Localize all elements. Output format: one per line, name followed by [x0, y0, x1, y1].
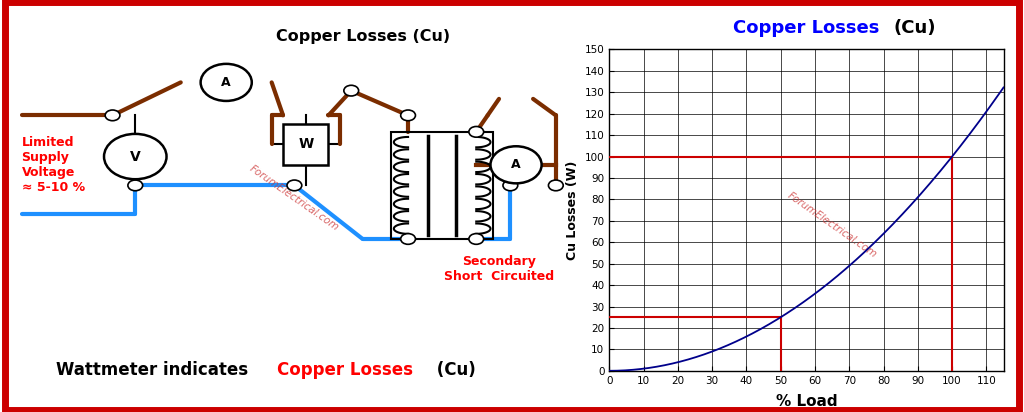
Text: V: V	[130, 150, 140, 164]
Text: Copper Losses: Copper Losses	[733, 19, 879, 37]
Text: W: W	[298, 137, 313, 151]
Circle shape	[469, 126, 483, 137]
Circle shape	[287, 180, 302, 191]
Circle shape	[503, 180, 518, 191]
Text: (Cu): (Cu)	[893, 19, 936, 37]
Circle shape	[344, 85, 358, 96]
Text: Copper Losses: Copper Losses	[278, 361, 414, 379]
Circle shape	[201, 64, 252, 101]
Circle shape	[549, 180, 563, 191]
Circle shape	[490, 146, 542, 183]
Circle shape	[105, 110, 120, 121]
Text: Secondary
Short  Circuited: Secondary Short Circuited	[444, 255, 554, 283]
Bar	[391, 132, 494, 239]
Text: ForumElectrical.com: ForumElectrical.com	[785, 190, 879, 260]
Circle shape	[400, 110, 416, 121]
Circle shape	[400, 234, 416, 244]
Bar	[283, 124, 329, 165]
Y-axis label: Cu Losses (W): Cu Losses (W)	[566, 160, 580, 260]
X-axis label: % Load: % Load	[775, 394, 838, 409]
Circle shape	[104, 134, 167, 179]
Text: Copper Losses (Cu): Copper Losses (Cu)	[275, 29, 450, 44]
Circle shape	[469, 234, 483, 244]
Text: Wattmeter indicates: Wattmeter indicates	[55, 361, 254, 379]
Text: ForumElectrical.com: ForumElectrical.com	[248, 163, 341, 232]
Text: (Cu): (Cu)	[431, 361, 475, 379]
Text: Limited
Supply
Voltage
≈ 5-10 %: Limited Supply Voltage ≈ 5-10 %	[22, 136, 85, 194]
Circle shape	[128, 180, 142, 191]
Text: A: A	[511, 158, 521, 171]
Text: A: A	[221, 76, 231, 89]
